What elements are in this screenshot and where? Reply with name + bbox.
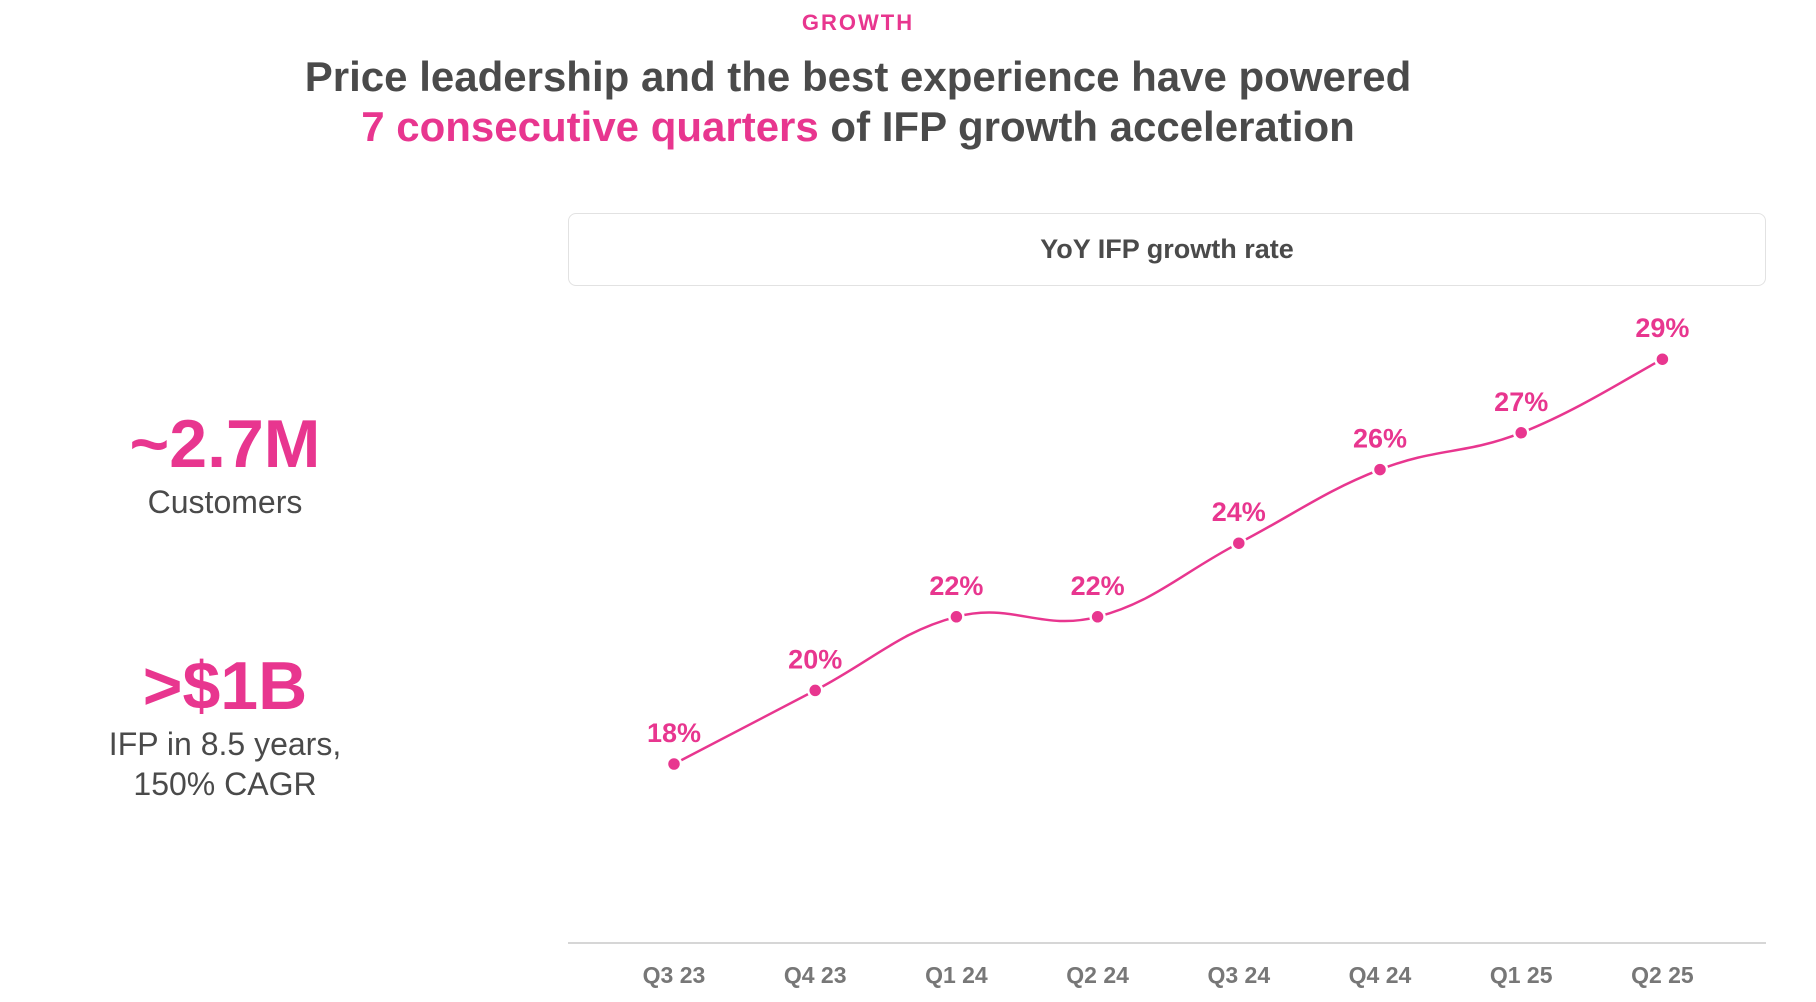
- data-point: [1230, 534, 1248, 552]
- data-label: 20%: [788, 644, 842, 674]
- page-headline: Price leadership and the best experience…: [0, 52, 1716, 152]
- x-tick-label: Q3 24: [1207, 962, 1270, 988]
- stat-ifp: >$1B IFP in 8.5 years, 150% CAGR: [60, 648, 390, 804]
- data-point: [806, 682, 824, 699]
- data-point: [948, 608, 965, 626]
- x-tick-label: Q4 23: [784, 962, 847, 988]
- x-tick-label: Q1 24: [925, 962, 988, 988]
- x-tick-label: Q3 23: [643, 962, 706, 988]
- headline-accent: 7 consecutive quarters: [361, 103, 819, 150]
- stat-ifp-label: IFP in 8.5 years,: [108, 726, 342, 762]
- data-label: 29%: [1635, 313, 1689, 343]
- chart-title: YoY IFP growth rate: [568, 213, 1766, 286]
- series-layer: 18% 20% 22% 22% 24% 26% 27% 29%: [647, 313, 1689, 773]
- stat-ifp-value: >$1B: [142, 648, 308, 724]
- data-point: [1371, 461, 1389, 478]
- headline-line-1: Price leadership and the best experience…: [304, 53, 1412, 100]
- x-tick-label: Q2 24: [1066, 962, 1129, 988]
- stat-customers-value: ~2.7M: [129, 406, 321, 482]
- data-label: 18%: [647, 718, 701, 748]
- x-tick-label: Q2 25: [1631, 962, 1694, 988]
- headline-rest: of IFP growth acceleration: [818, 103, 1355, 150]
- data-point: [1089, 608, 1106, 626]
- x-tick-label: Q1 25: [1490, 962, 1553, 988]
- stat-ifp-label-2: 150% CAGR: [133, 766, 317, 802]
- headline-line-2: 7 consecutive quarters of IFP growth acc…: [0, 102, 1716, 152]
- data-label: 22%: [1071, 571, 1125, 601]
- data-label: 24%: [1212, 497, 1266, 527]
- stat-customers-label: Customers: [147, 484, 303, 520]
- data-point: [665, 755, 683, 773]
- data-label: 22%: [929, 571, 983, 601]
- section-eyebrow: GROWTH: [801, 10, 915, 35]
- data-point: [1512, 424, 1530, 442]
- data-point: [1654, 350, 1671, 368]
- x-tick-labels: Q3 23 Q4 23 Q1 24 Q2 24 Q3 24 Q4 24 Q1 25 Q2 25: [643, 962, 1694, 988]
- data-label: 27%: [1494, 387, 1548, 417]
- series-line: [673, 358, 1663, 766]
- data-label: 26%: [1353, 424, 1407, 454]
- x-tick-label: Q4 24: [1349, 962, 1412, 988]
- stat-customers: ~2.7M Customers: [60, 406, 390, 522]
